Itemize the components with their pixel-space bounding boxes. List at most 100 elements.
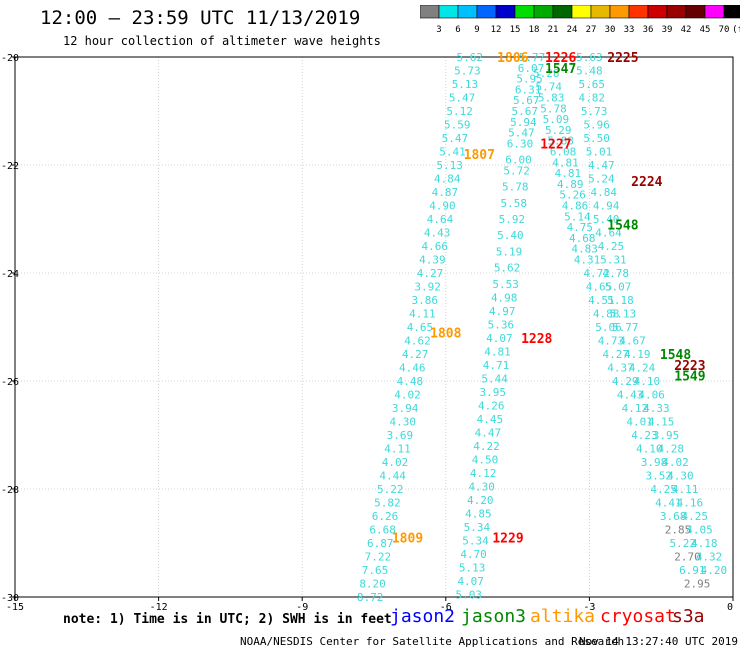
swh-value: 5.73 xyxy=(581,105,608,118)
swh-value: 4.20 xyxy=(701,564,728,577)
swh-value: 4.50 xyxy=(472,453,499,466)
swh-value: 4.67 xyxy=(619,335,646,348)
swh-value: 4.27 xyxy=(417,267,444,280)
swh-value: 4.15 xyxy=(648,416,675,429)
swh-value: 5.28 xyxy=(533,67,560,80)
swh-value: 5.18 xyxy=(607,294,634,307)
swh-value: 6.91 xyxy=(679,564,706,577)
swh-value: 5.67 xyxy=(513,94,540,107)
color-scale-label: 42 xyxy=(681,25,692,35)
color-scale-label: 18 xyxy=(529,25,540,35)
swh-value: 4.10 xyxy=(636,443,663,456)
swh-value: 5.53 xyxy=(492,278,519,291)
y-tick-label: -30 xyxy=(1,593,19,604)
swh-value: 4.30 xyxy=(468,480,495,493)
time-label-altika: 1807 xyxy=(464,148,495,163)
swh-value: 5.62 xyxy=(494,262,521,275)
swh-value: 5.26 xyxy=(559,189,586,202)
swh-value: 5.58 xyxy=(501,197,528,210)
legend-jason3: jason3 xyxy=(461,606,527,627)
swh-value: 4.02 xyxy=(382,456,409,469)
swh-value: 5.95 xyxy=(516,73,543,86)
swh-value: 5.34 xyxy=(462,534,489,547)
color-scale-label: 30 xyxy=(605,25,616,35)
swh-value: 4.47 xyxy=(588,159,615,172)
color-scale-label: 21 xyxy=(548,25,559,35)
swh-value: 4.24 xyxy=(629,362,656,375)
swh-value: 5.40 xyxy=(593,213,620,226)
color-scale-label: 27 xyxy=(586,25,597,35)
color-scale-label: 12 xyxy=(491,25,502,35)
swh-value: 4.82 xyxy=(579,92,606,105)
swh-value: 4.71 xyxy=(483,359,510,372)
time-label-cryosat: 1229 xyxy=(492,532,523,547)
swh-value: 5.63 xyxy=(576,51,603,64)
swh-value: 4.88 xyxy=(593,308,620,321)
color-scale-label: 3 xyxy=(436,25,441,35)
swh-value: 4.28 xyxy=(658,443,685,456)
swh-value: 7.22 xyxy=(365,551,392,564)
swh-value: 5.22 xyxy=(669,537,696,550)
x-tick-label: -3 xyxy=(583,602,595,613)
swh-value: 4.97 xyxy=(489,305,516,318)
color-scale-label: 15 xyxy=(510,25,521,35)
swh-value: 4.85 xyxy=(465,507,492,520)
swh-value: 4.84 xyxy=(591,186,618,199)
time-label-s3a: 2225 xyxy=(607,51,638,66)
legend-jason2: jason2 xyxy=(390,606,456,627)
swh-value: 5.40 xyxy=(497,229,524,242)
swh-value: 5.67 xyxy=(512,105,539,118)
swh-value: 4.07 xyxy=(457,575,484,588)
swh-value: 6.68 xyxy=(369,524,396,537)
swh-value: 4.19 xyxy=(624,348,651,361)
time-label-altika: 1809 xyxy=(392,532,423,547)
swh-value: 4.51 xyxy=(588,294,615,307)
swh-value: 4.70 xyxy=(460,548,487,561)
swh-value: 5.74 xyxy=(535,81,562,94)
swh-value: 5.03 xyxy=(456,588,483,601)
y-tick-label: -22 xyxy=(1,161,19,172)
swh-value: 5.36 xyxy=(488,318,515,331)
swh-value: 5.96 xyxy=(583,119,610,132)
y-tick-label: -24 xyxy=(1,269,19,280)
swh-value: 4.90 xyxy=(429,200,456,213)
swh-value: 5.12 xyxy=(446,105,473,118)
swh-value: 5.62 xyxy=(456,51,483,64)
swh-value: 3.98 xyxy=(641,456,668,469)
chart-subtitle: 12 hour collection of altimeter wave hei… xyxy=(63,34,381,48)
swh-value: 5.50 xyxy=(583,132,610,145)
swh-value: 3.68 xyxy=(660,510,687,523)
color-scale-label: 33 xyxy=(624,25,635,35)
swh-value: 4.12 xyxy=(470,467,497,480)
swh-value: 4.11 xyxy=(672,483,699,496)
swh-value: 4.43 xyxy=(424,227,451,240)
swh-value: 4.65 xyxy=(407,321,434,334)
footnote: note: 1) Time is in UTC; 2) SWH is in fe… xyxy=(63,612,392,627)
swh-value: 4.23 xyxy=(631,429,658,442)
swh-value: 4.05 xyxy=(686,524,713,537)
swh-value: 5.77 xyxy=(519,51,546,64)
swh-value: 3.69 xyxy=(387,429,414,442)
swh-value: 5.13 xyxy=(459,561,486,574)
time-label-cryosat: 1227 xyxy=(540,137,571,152)
color-scale-label: 36 xyxy=(643,25,654,35)
swh-value: 5.13 xyxy=(610,308,637,321)
swh-value: 5.48 xyxy=(576,65,603,78)
swh-value: 6.26 xyxy=(372,510,399,523)
swh-value: 5.09 xyxy=(543,113,570,126)
swh-value: 4.02 xyxy=(394,389,421,402)
swh-value: 4.18 xyxy=(691,537,718,550)
time-label-jason3: 1548 xyxy=(660,348,691,363)
x-tick-label: -12 xyxy=(150,602,168,613)
time-label-cryosat: 1228 xyxy=(521,332,552,347)
swh-value: 4.32 xyxy=(696,551,723,564)
swh-value: 4.02 xyxy=(662,456,689,469)
swh-value: 4.41 xyxy=(655,497,682,510)
swh-value: 5.47 xyxy=(449,92,476,105)
time-label-altika: 1808 xyxy=(430,326,461,341)
swh-value: 5.19 xyxy=(496,245,523,258)
x-tick-label: -6 xyxy=(440,602,452,613)
swh-value: 3.92 xyxy=(414,281,441,294)
swh-value: 4.81 xyxy=(484,345,511,358)
